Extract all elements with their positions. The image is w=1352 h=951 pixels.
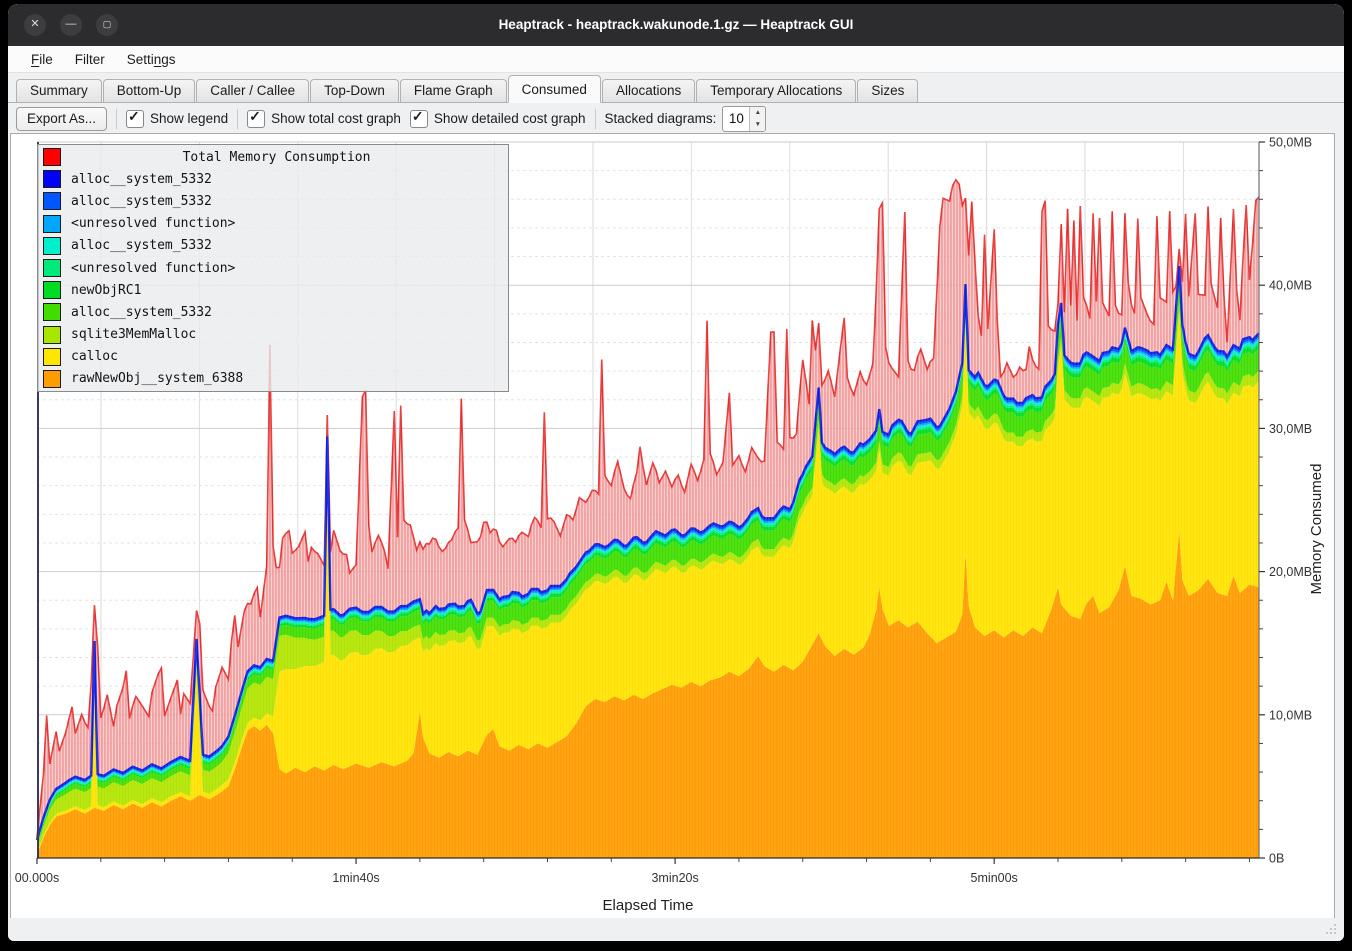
- legend-label: <unresolved function>: [71, 261, 235, 276]
- toolbar: Export As... ✓ Show legend ✓ Show total …: [8, 103, 1344, 134]
- checkbox-box[interactable]: ✓: [126, 110, 144, 128]
- svg-text:1min40s: 1min40s: [332, 871, 379, 885]
- legend-title-row: Total Memory Consumption: [38, 146, 508, 168]
- checkbox-label: Show detailed cost graph: [434, 111, 586, 126]
- menu-settings[interactable]: Settings: [118, 50, 185, 69]
- stacked-diagrams-stepper[interactable]: 10 ▲ ▼: [722, 106, 766, 132]
- stepper-down-icon[interactable]: ▼: [750, 119, 765, 131]
- legend-entry: alloc__system_5332: [38, 190, 508, 212]
- legend-entry: <unresolved function>: [38, 257, 508, 279]
- tab-bottom-up[interactable]: Bottom-Up: [103, 79, 196, 102]
- legend-label: <unresolved function>: [71, 216, 235, 231]
- app-window: ✕ — ▢ Heaptrack - heaptrack.wakunode.1.g…: [8, 4, 1344, 941]
- svg-text:50,0MB: 50,0MB: [1269, 136, 1312, 150]
- checkbox-label: Show legend: [150, 111, 228, 126]
- svg-text:30,0MB: 30,0MB: [1269, 422, 1312, 436]
- svg-text:0B: 0B: [1269, 852, 1284, 866]
- legend-label: sqlite3MemMalloc: [71, 327, 196, 342]
- tab-top-down[interactable]: Top-Down: [310, 79, 399, 102]
- legend-swatch-icon: [43, 370, 61, 388]
- svg-text:Memory Consumed: Memory Consumed: [1308, 464, 1325, 595]
- legend-label: Total Memory Consumption: [45, 150, 508, 165]
- stepper-up-icon[interactable]: ▲: [750, 107, 765, 119]
- legend-entry: alloc__system_5332: [38, 235, 508, 257]
- checkbox-box[interactable]: ✓: [410, 110, 428, 128]
- legend-label: rawNewObj__system_6388: [71, 371, 243, 386]
- check-icon: ✓: [249, 108, 261, 125]
- svg-text:10,0MB: 10,0MB: [1269, 708, 1312, 722]
- svg-text:5min00s: 5min00s: [971, 871, 1018, 885]
- menu-bar: File Filter Settings: [8, 46, 1344, 73]
- chart-legend: Total Memory Consumption alloc__system_53…: [37, 144, 509, 392]
- legend-label: newObjRC1: [71, 283, 141, 298]
- tab-temporary-allocations[interactable]: Temporary Allocations: [696, 79, 856, 102]
- stepper-arrows: ▲ ▼: [749, 107, 765, 131]
- memory-consumption-chart[interactable]: 0B 10,0MB 20,0MB 30,0MB 40,0MB 50,0MB 00.000s 1…: [10, 133, 1335, 919]
- check-icon: ✓: [412, 108, 424, 125]
- legend-entry: sqlite3MemMalloc: [38, 324, 508, 346]
- legend-label: alloc__system_5332: [71, 172, 212, 187]
- legend-swatch-icon: [43, 281, 61, 299]
- legend-swatch-icon: [43, 259, 61, 277]
- legend-swatch-icon: [43, 237, 61, 255]
- resize-grip-icon[interactable]: [1326, 924, 1338, 936]
- checkbox-label: Show total cost graph: [271, 111, 401, 126]
- tab-bar: Summary Bottom-Up Caller / Callee Top-Do…: [8, 73, 1344, 103]
- show-legend-checkbox[interactable]: ✓ Show legend: [126, 110, 228, 128]
- check-icon: ✓: [128, 108, 140, 125]
- svg-text:00.000s: 00.000s: [15, 871, 59, 885]
- tab-caller-callee[interactable]: Caller / Callee: [196, 79, 309, 102]
- svg-text:20,0MB: 20,0MB: [1269, 565, 1312, 579]
- stepper-value[interactable]: 10: [723, 107, 749, 131]
- legend-label: alloc__system_5332: [71, 305, 212, 320]
- legend-swatch-icon: [43, 215, 61, 233]
- menu-filter[interactable]: Filter: [66, 50, 114, 69]
- svg-text:40,0MB: 40,0MB: [1269, 279, 1312, 293]
- legend-entry: calloc: [38, 346, 508, 368]
- legend-swatch-icon: [43, 192, 61, 210]
- show-total-cost-graph-checkbox[interactable]: ✓ Show total cost graph: [247, 110, 401, 128]
- tab-sizes[interactable]: Sizes: [857, 79, 918, 102]
- tab-allocations[interactable]: Allocations: [602, 79, 695, 102]
- toolbar-separator: [116, 109, 117, 129]
- status-strip: [8, 918, 1344, 941]
- tab-flame-graph[interactable]: Flame Graph: [400, 79, 507, 102]
- export-as-button[interactable]: Export As...: [16, 107, 107, 131]
- toolbar-separator: [595, 109, 596, 129]
- title-bar[interactable]: ✕ — ▢ Heaptrack - heaptrack.wakunode.1.g…: [8, 4, 1344, 46]
- checkbox-box[interactable]: ✓: [247, 110, 265, 128]
- stacked-diagrams-label: Stacked diagrams:: [605, 111, 717, 126]
- svg-text:3min20s: 3min20s: [651, 871, 698, 885]
- tab-consumed[interactable]: Consumed: [508, 75, 601, 103]
- toolbar-separator: [237, 109, 238, 129]
- menu-file[interactable]: File: [22, 50, 62, 69]
- legend-swatch-icon: [43, 348, 61, 366]
- legend-entry: alloc__system_5332: [38, 168, 508, 190]
- legend-entry: alloc__system_5332: [38, 301, 508, 323]
- legend-label: alloc__system_5332: [71, 238, 212, 253]
- legend-label: calloc: [71, 349, 118, 364]
- legend-swatch-icon: [43, 326, 61, 344]
- legend-entry: newObjRC1: [38, 279, 508, 301]
- svg-text:Elapsed Time: Elapsed Time: [603, 897, 694, 914]
- show-detailed-cost-graph-checkbox[interactable]: ✓ Show detailed cost graph: [410, 110, 586, 128]
- legend-swatch-icon: [43, 303, 61, 321]
- legend-swatch-icon: [43, 170, 61, 188]
- legend-entry: rawNewObj__system_6388: [38, 368, 508, 390]
- window-title: Heaptrack - heaptrack.wakunode.1.gz — He…: [8, 4, 1344, 46]
- legend-entry: <unresolved function>: [38, 213, 508, 235]
- legend-label: alloc__system_5332: [71, 194, 212, 209]
- tab-summary[interactable]: Summary: [16, 79, 102, 102]
